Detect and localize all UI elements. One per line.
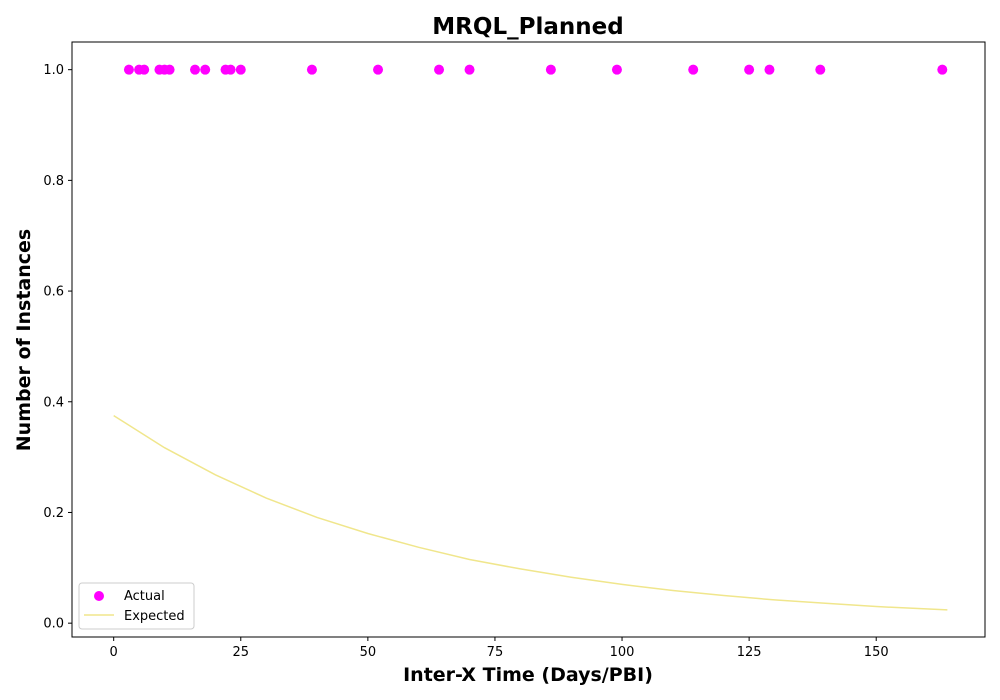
actual-point [235, 64, 246, 75]
y-tick-label: 0.2 [43, 506, 64, 521]
actual-point [373, 64, 384, 75]
y-tick-label: 1.0 [43, 63, 64, 78]
actual-point [190, 64, 201, 75]
x-tick-label: 100 [610, 645, 635, 660]
actual-point [815, 64, 826, 75]
x-tick-label: 75 [487, 645, 504, 660]
plot-background [72, 42, 985, 637]
x-tick-label: 25 [232, 645, 249, 660]
x-tick-label: 0 [110, 645, 118, 660]
legend-actual-marker [94, 591, 104, 601]
legend-actual-label: Actual [124, 589, 165, 604]
x-axis-title: Inter-X Time (Days/PBI) [403, 664, 653, 686]
y-tick-label: 0.6 [43, 285, 64, 300]
y-tick-label: 0.0 [43, 617, 64, 632]
actual-point [225, 64, 236, 75]
x-tick-label: 125 [737, 645, 762, 660]
actual-point [139, 64, 150, 75]
legend-expected-label: Expected [124, 609, 185, 624]
actual-point [164, 64, 175, 75]
plot-frame [71, 41, 986, 638]
actual-point [611, 64, 622, 75]
y-axis-title: Number of Instances [13, 229, 35, 451]
actual-point [123, 64, 134, 75]
actual-point [545, 64, 556, 75]
actual-point [434, 64, 445, 75]
actual-point [464, 64, 475, 75]
chart-title: MRQL_Planned [432, 14, 623, 40]
actual-point [764, 64, 775, 75]
legend-box [78, 582, 195, 630]
x-tick-label: 50 [360, 645, 377, 660]
actual-point [200, 64, 211, 75]
x-tick-label: 150 [864, 645, 889, 660]
expected-line [113, 414, 948, 611]
actual-point [688, 64, 699, 75]
legend: Actual Expected [78, 582, 195, 630]
actual-point [744, 64, 755, 75]
y-tick-label: 0.8 [43, 174, 64, 189]
actual-point [937, 64, 948, 75]
actual-point [306, 64, 317, 75]
y-tick-label: 0.4 [43, 395, 64, 410]
